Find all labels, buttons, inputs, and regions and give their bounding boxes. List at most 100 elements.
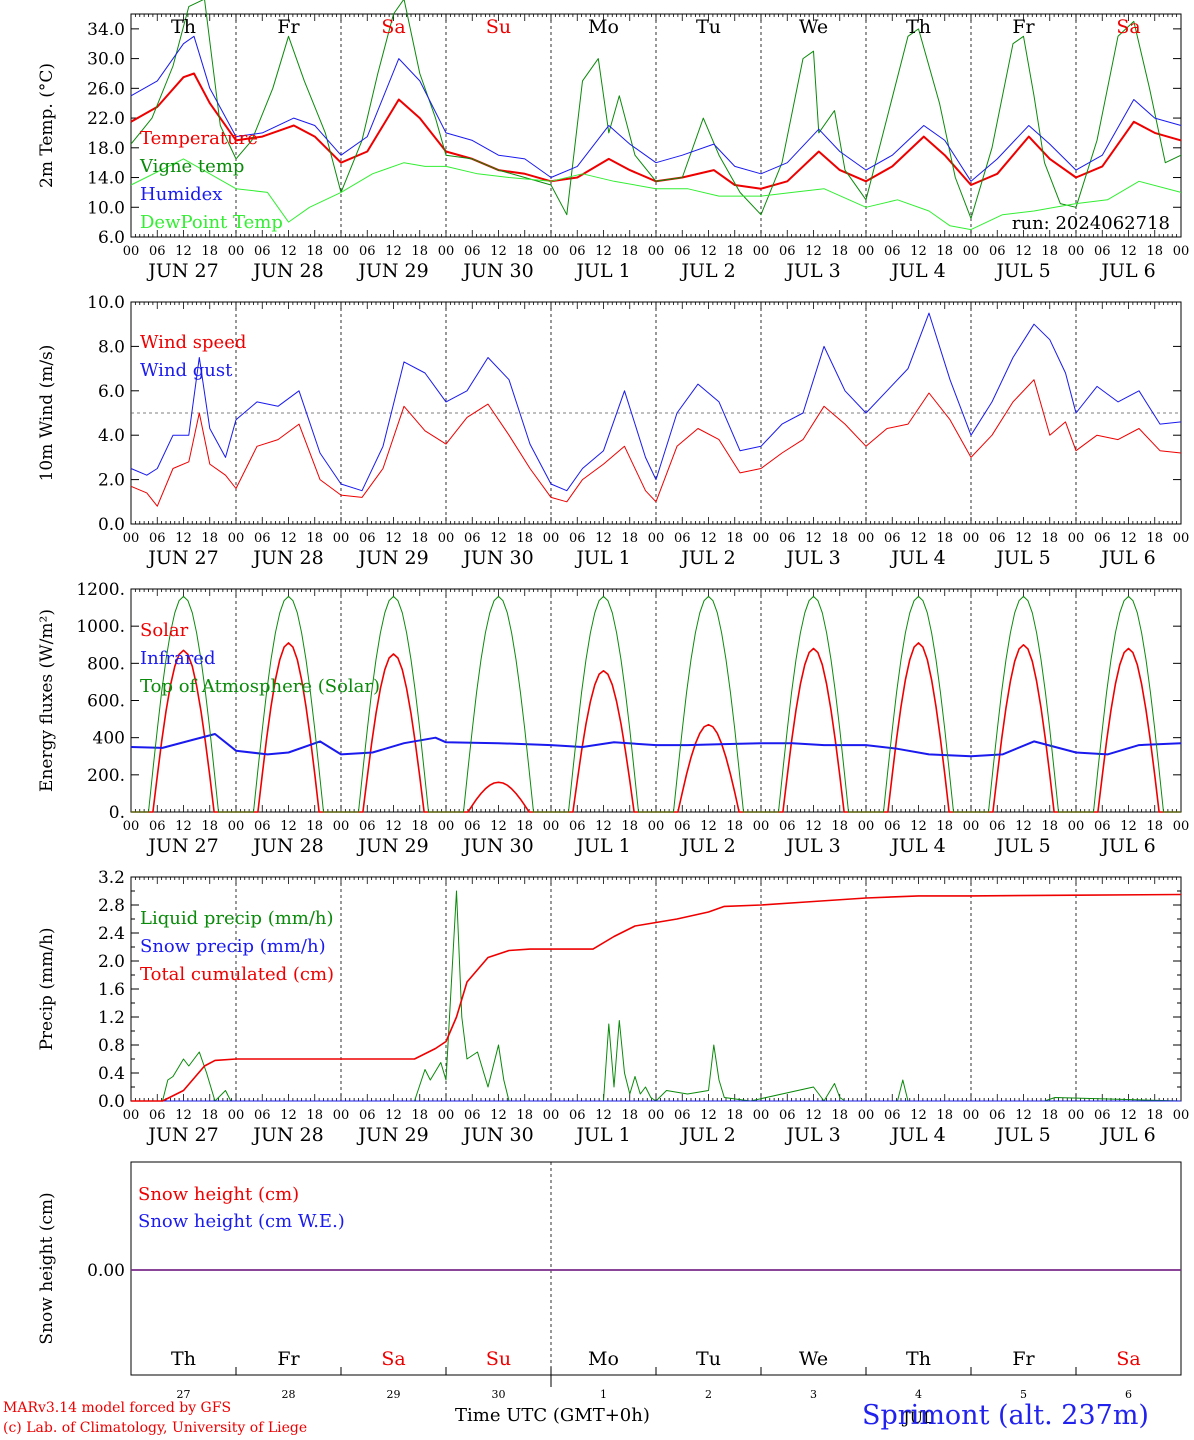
y-tick-label: 0.8 — [98, 1036, 125, 1056]
hour-label: 12 — [175, 531, 192, 546]
panel-2-ylabel: Energy fluxes (W/m²) — [37, 609, 57, 792]
hour-label: 18 — [516, 244, 533, 259]
series-line — [131, 893, 1182, 1102]
weekday-label: Sa — [1116, 1348, 1140, 1370]
hour-label: 00 — [438, 819, 455, 834]
y-tick-label: 400 — [93, 729, 125, 749]
legend-entry: Snow precip (mm/h) — [140, 936, 326, 957]
date-label: JUL 2 — [679, 260, 735, 282]
hour-label: 12 — [805, 531, 822, 546]
hour-label: 18 — [201, 244, 218, 259]
series-line — [130, 379, 1182, 507]
y-tick-label: 0.00 — [87, 1261, 125, 1281]
hour-label: 06 — [359, 1108, 376, 1123]
hour-label: 18 — [1041, 1108, 1058, 1123]
hour-label: 00 — [123, 244, 140, 259]
hour-label: 06 — [254, 819, 271, 834]
hour-label: 18 — [936, 531, 953, 546]
hour-label: 06 — [149, 819, 166, 834]
y-tick-label: 6.0 — [98, 382, 125, 402]
day-number: 1 — [600, 1388, 607, 1401]
weekday-label: Th — [171, 1348, 196, 1370]
weekday-label: Th — [906, 16, 931, 38]
weekday-label: We — [799, 1348, 828, 1370]
series-line — [130, 72, 1182, 190]
hour-label: 12 — [385, 531, 402, 546]
hour-label: 18 — [831, 531, 848, 546]
hour-label: 18 — [726, 1108, 743, 1123]
date-label: JUL 6 — [1099, 260, 1155, 282]
hour-label: 00 — [123, 1108, 140, 1123]
hour-label: 12 — [910, 531, 927, 546]
hour-label: 18 — [621, 531, 638, 546]
series-line — [131, 595, 1181, 813]
hour-label: 18 — [831, 819, 848, 834]
date-label: JUL 3 — [784, 1124, 840, 1146]
weekday-label: Th — [906, 1348, 931, 1370]
station-name: Sprimont (alt. 237m) — [862, 1400, 1149, 1431]
hour-label: 18 — [1146, 819, 1163, 834]
hour-label: 06 — [359, 244, 376, 259]
hour-label: 00 — [543, 244, 560, 259]
date-label: JUN 27 — [146, 835, 218, 857]
hour-label: 00 — [543, 531, 560, 546]
day-number: 3 — [810, 1388, 817, 1401]
hour-label: 06 — [1094, 244, 1111, 259]
legend-entry: Temperature — [140, 128, 258, 149]
hour-label: 00 — [648, 1108, 665, 1123]
hour-label: 06 — [674, 819, 691, 834]
hour-label: 00 — [543, 819, 560, 834]
hour-label: 00 — [333, 244, 350, 259]
y-tick-label: 2.4 — [98, 924, 125, 944]
hour-label: 18 — [516, 819, 533, 834]
hour-label: 06 — [989, 531, 1006, 546]
y-tick-label: 0. — [109, 803, 125, 823]
date-label: JUL 2 — [679, 547, 735, 569]
hour-label: 00 — [228, 244, 245, 259]
hour-label: 06 — [569, 531, 586, 546]
date-label: JUN 29 — [356, 260, 428, 282]
date-label: JUN 27 — [146, 1124, 218, 1146]
date-label: JUL 3 — [784, 835, 840, 857]
hour-label: 00 — [333, 1108, 350, 1123]
date-label: JUL 3 — [784, 547, 840, 569]
hour-label: 00 — [123, 819, 140, 834]
hour-label: 06 — [569, 244, 586, 259]
weekday-label: Sa — [381, 16, 405, 38]
y-tick-label: 0.0 — [98, 1092, 125, 1112]
hour-label: 00 — [333, 819, 350, 834]
day-number: 4 — [915, 1388, 922, 1401]
date-label: JUN 27 — [146, 260, 218, 282]
hour-label: 18 — [831, 1108, 848, 1123]
date-label: JUL 1 — [574, 1124, 630, 1146]
hour-label: 06 — [884, 1108, 901, 1123]
hour-label: 12 — [1015, 531, 1032, 546]
y-tick-label: 1000. — [76, 617, 125, 637]
legend-entry: Wind speed — [140, 332, 246, 353]
weekday-label: Tu — [696, 1348, 721, 1370]
hour-label: 12 — [490, 819, 507, 834]
hour-label: 18 — [726, 819, 743, 834]
date-label: JUN 30 — [461, 260, 533, 282]
series-line — [130, 35, 1182, 182]
hour-label: 18 — [726, 531, 743, 546]
hour-label: 00 — [333, 531, 350, 546]
panel-0-frame — [130, 13, 1182, 238]
hour-label: 18 — [411, 531, 428, 546]
hour-label: 12 — [595, 531, 612, 546]
hour-label: 18 — [621, 244, 638, 259]
hour-label: 00 — [228, 1108, 245, 1123]
hour-label: 12 — [700, 819, 717, 834]
hour-label: 00 — [963, 531, 980, 546]
hour-label: 12 — [595, 244, 612, 259]
hour-label: 12 — [595, 1108, 612, 1123]
weekday-label: Sa — [381, 1348, 405, 1370]
panel-3-ylabel: Precip (mm/h) — [37, 927, 57, 1050]
weekday-label: Su — [486, 16, 511, 38]
panel-1-ylabel: 10m Wind (m/s) — [37, 345, 57, 482]
series-line — [130, 158, 1182, 231]
y-tick-label: 10.0 — [87, 198, 125, 218]
hour-label: 12 — [700, 1108, 717, 1123]
hour-label: 06 — [884, 531, 901, 546]
y-tick-label: 0.0 — [98, 515, 125, 535]
